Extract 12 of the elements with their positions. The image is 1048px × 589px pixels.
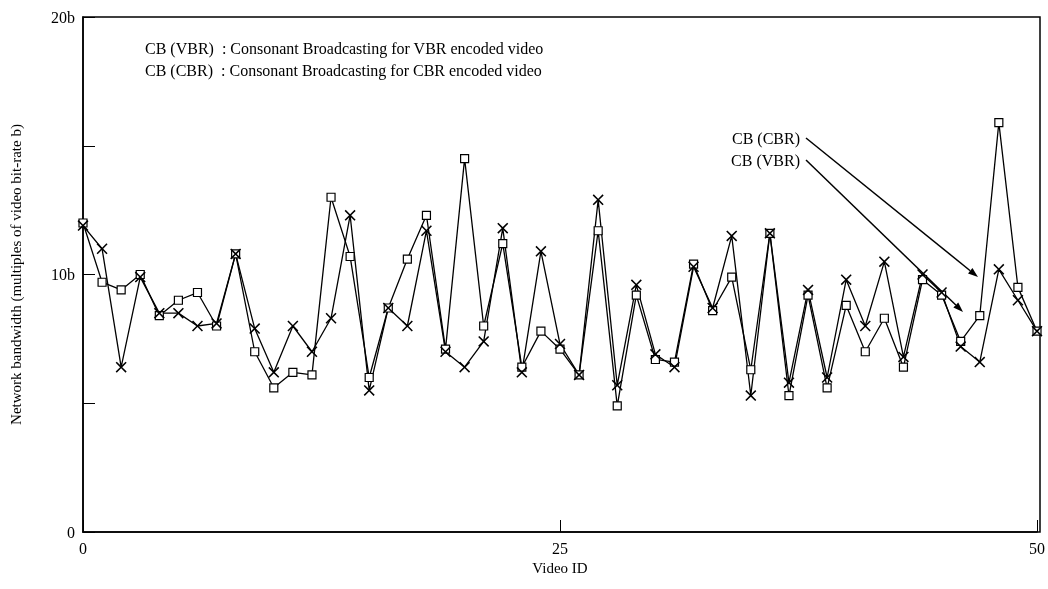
y-tick-label: 20b <box>51 8 75 26</box>
annotation: CB (VBR) : Consonant Broadcasting for VBR encoded video <box>145 39 544 58</box>
x-tick-label: 25 <box>552 539 568 557</box>
x-tick-label: 0 <box>79 539 87 557</box>
y-tick-label: 0 <box>67 523 75 541</box>
annotation: CB (CBR) : Consonant Broadcasting for CBR encoded video <box>145 61 542 80</box>
y-tick-label: 10b <box>51 266 75 283</box>
annotation: CB (CBR) <box>731 129 800 148</box>
y-axis-title: Network bandwidth (multiples of video bit-rate b) <box>7 124 25 425</box>
x-axis-title: Video ID <box>532 560 588 577</box>
annotation: CB (VBR) <box>731 151 800 170</box>
x-tick-label: 50 <box>1029 539 1045 557</box>
